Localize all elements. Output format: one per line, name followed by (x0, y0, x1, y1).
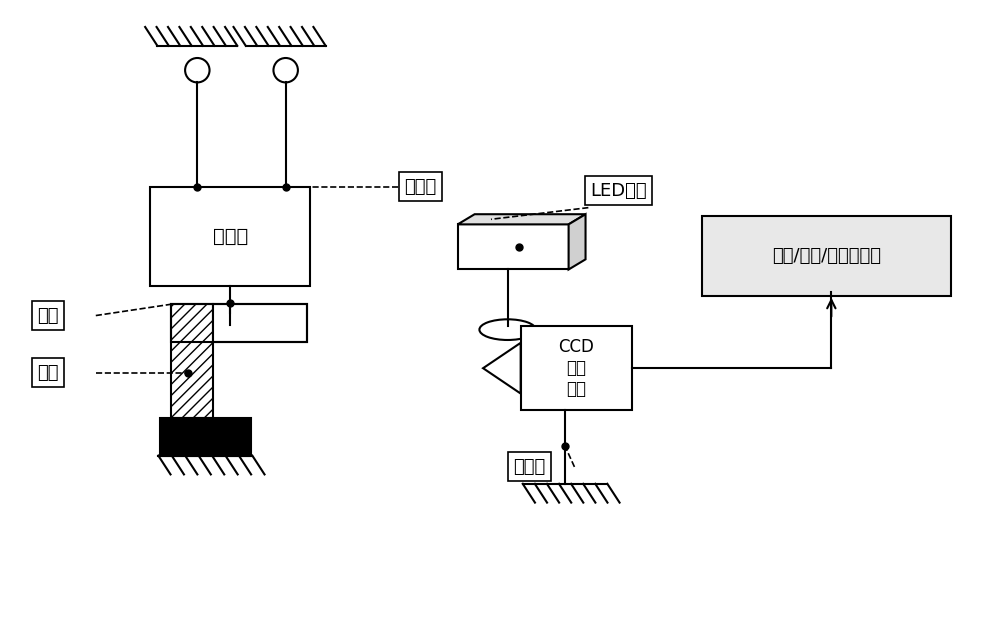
Bar (171, 304, 213, 418)
Polygon shape (569, 214, 586, 270)
Polygon shape (458, 214, 586, 225)
Bar (702, 216, 951, 296)
Bar (150, 187, 310, 286)
Bar (521, 326, 632, 410)
Text: CCD
工业
相机: CCD 工业 相机 (558, 338, 594, 398)
Text: 弹性绳: 弹性绳 (404, 178, 436, 196)
Text: 分析/控制/显示计算机: 分析/控制/显示计算机 (772, 247, 881, 265)
Bar (213, 304, 307, 342)
Bar (171, 304, 307, 342)
Ellipse shape (479, 320, 536, 340)
Text: LED光源: LED光源 (590, 182, 647, 200)
Text: 激振器: 激振器 (213, 227, 248, 246)
Bar (224, 313, 236, 325)
Bar (458, 225, 569, 270)
Polygon shape (483, 343, 521, 394)
Text: 圆筒: 圆筒 (38, 307, 59, 325)
Text: 三脚架: 三脚架 (513, 458, 546, 476)
Bar (160, 418, 251, 455)
Text: 夹具: 夹具 (38, 363, 59, 381)
